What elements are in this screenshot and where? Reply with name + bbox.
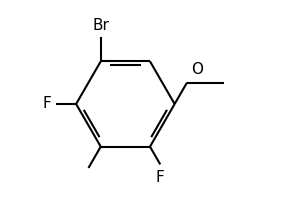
Text: O: O	[191, 62, 203, 77]
Text: Br: Br	[92, 18, 109, 33]
Text: F: F	[156, 170, 165, 184]
Text: F: F	[43, 97, 52, 111]
